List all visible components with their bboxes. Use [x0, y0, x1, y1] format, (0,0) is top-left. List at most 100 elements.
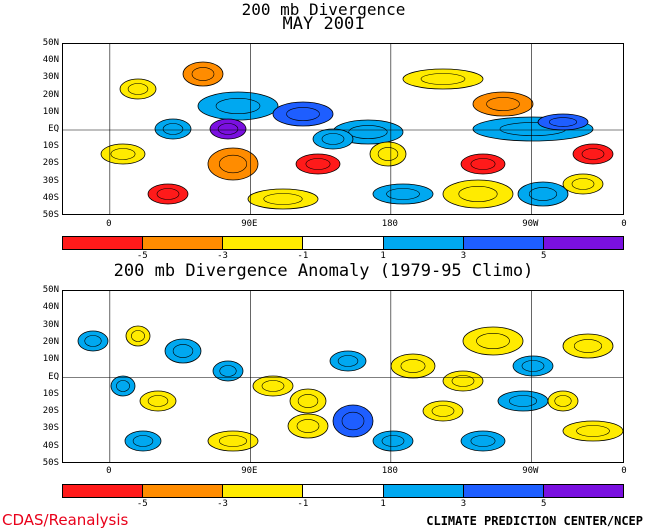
- latitude-label: 20S: [42, 158, 59, 169]
- contour-region: [100, 143, 146, 165]
- contour-line: [386, 188, 420, 200]
- contour-region: [154, 118, 192, 140]
- colorbar-segment: [223, 485, 304, 497]
- contour-region: [572, 143, 614, 165]
- colorbar-segment: [383, 485, 464, 497]
- contour-line: [286, 107, 320, 121]
- contour-region: [119, 78, 157, 100]
- latitude-label: 10N: [42, 354, 59, 365]
- latitude-label: 40S: [42, 440, 59, 451]
- contour-line: [321, 133, 345, 145]
- contour-line: [305, 158, 331, 170]
- latitude-label: 40N: [42, 55, 59, 66]
- data-source-credit: CDAS/Reanalysis: [2, 511, 129, 529]
- longitude-label: 0: [106, 466, 112, 476]
- contour-line: [476, 332, 510, 349]
- contour-line: [217, 123, 239, 135]
- contour-line: [156, 188, 180, 200]
- contour-line: [521, 360, 545, 372]
- contour-line: [116, 380, 130, 392]
- contour-line: [348, 125, 388, 139]
- contour-line: [431, 405, 455, 417]
- latitude-label: 40S: [42, 192, 59, 203]
- colorbar-label: 5: [540, 251, 547, 261]
- contour-region: [497, 390, 549, 412]
- contour-line: [131, 330, 145, 342]
- contour-region: [252, 375, 294, 397]
- latitude-label: 30N: [42, 72, 59, 83]
- longitude-label: 90W: [522, 219, 539, 229]
- contour-line: [576, 425, 610, 437]
- contour-region: [110, 375, 136, 397]
- contour-region: [164, 338, 202, 364]
- contour-region: [329, 350, 367, 372]
- contour-line: [147, 395, 169, 407]
- contour-line: [110, 148, 136, 160]
- latitude-label: 50N: [42, 38, 59, 48]
- contour-region: [517, 181, 569, 207]
- longitude-label: 180: [381, 466, 398, 476]
- contour-line: [573, 339, 603, 353]
- contour-region: [537, 113, 589, 131]
- colorbar-label: 3: [460, 499, 467, 509]
- bottom-map-title: 200 mb Divergence Anomaly (1979-95 Climo…: [113, 261, 534, 281]
- contour-region: [139, 390, 177, 412]
- colorbar-label: -1: [297, 251, 309, 261]
- contour-line: [341, 411, 365, 431]
- latitude-label: 50S: [42, 458, 59, 468]
- contour-line: [420, 73, 466, 85]
- contour-line: [470, 435, 496, 447]
- contour-region: [442, 370, 484, 392]
- colorbar-label: -5: [136, 251, 148, 261]
- contour-region: [512, 355, 554, 377]
- contour-line: [458, 186, 498, 203]
- contour-region: [289, 388, 327, 414]
- latitude-label: 50N: [42, 285, 59, 295]
- contour-region: [562, 333, 614, 359]
- contour-line: [381, 435, 405, 447]
- contour-region: [207, 147, 259, 181]
- contour-line: [554, 395, 572, 407]
- contour-line: [172, 344, 194, 358]
- colorbar-label: -3: [217, 251, 228, 261]
- colorbar-segment: [463, 485, 544, 497]
- latitude-label: 20N: [42, 336, 59, 347]
- contour-region: [372, 430, 414, 452]
- contour-line: [377, 147, 399, 161]
- colorbar-segment: [143, 237, 224, 249]
- colorbar-label: 1: [380, 251, 386, 261]
- contour-region: [147, 183, 189, 205]
- contour-line: [215, 97, 261, 114]
- contour-region: [562, 420, 623, 442]
- contour-line: [337, 355, 359, 367]
- contour-line: [451, 375, 475, 387]
- longitude-label: 90E: [241, 219, 258, 229]
- longitude-label: 0: [621, 219, 627, 229]
- contour-line: [470, 158, 496, 170]
- colorbar-segment: [383, 237, 464, 249]
- divergence-map: [62, 43, 624, 215]
- latitude-label: EQ: [48, 124, 59, 134]
- contour-region: [369, 141, 407, 167]
- top-map-subtitle: MAY 2001: [282, 14, 365, 34]
- contour-region: [460, 153, 506, 175]
- top-map-title: 200 mb Divergence: [241, 0, 406, 19]
- latitude-label: 30S: [42, 423, 59, 434]
- longitude-label: 90E: [241, 466, 258, 476]
- contour-region: [287, 413, 329, 439]
- contour-region: [332, 404, 374, 438]
- contour-line: [528, 187, 558, 201]
- contour-region: [209, 118, 247, 140]
- contour-line: [218, 154, 248, 174]
- contour-line: [263, 193, 303, 205]
- contour-line: [218, 435, 248, 447]
- agency-credit: CLIMATE PREDICTION CENTER/NCEP: [426, 514, 643, 528]
- contour-region: [295, 153, 341, 175]
- longitude-label: 0: [621, 466, 627, 476]
- contour-line: [191, 67, 215, 81]
- longitude-label: 180: [381, 219, 398, 229]
- colorbar-segment: [303, 485, 384, 497]
- bottom-colorbar: [62, 484, 624, 498]
- contour-region: [372, 183, 434, 205]
- contour-region: [207, 430, 259, 452]
